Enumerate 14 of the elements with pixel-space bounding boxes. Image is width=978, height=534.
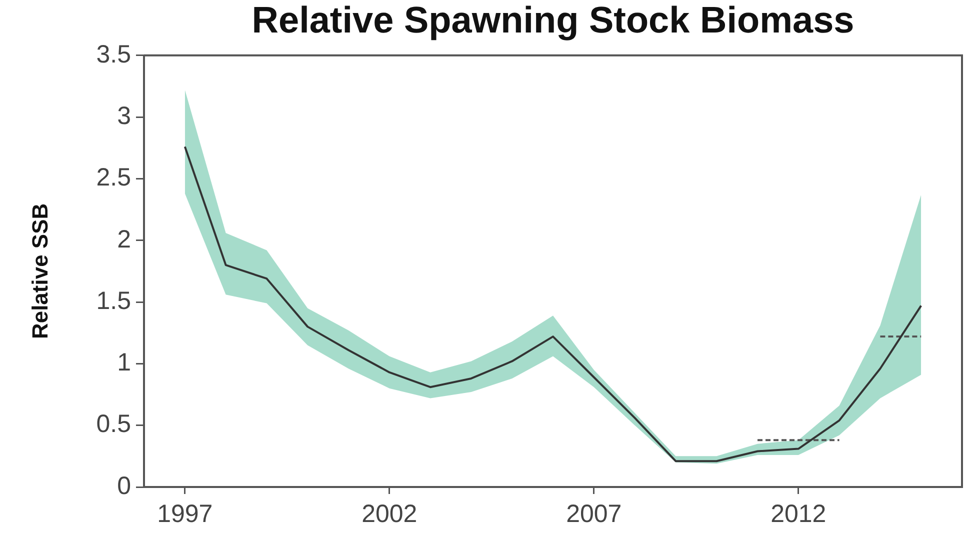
x-tick-label: 1997	[157, 500, 213, 528]
y-tick-label: 3	[117, 102, 131, 130]
x-tick-label: 2002	[362, 500, 418, 528]
y-tick-label: 3.5	[96, 40, 131, 68]
y-tick-label: 1.5	[96, 286, 131, 315]
chart-title: Relative Spawning Stock Biomass	[252, 0, 854, 40]
y-tick-label: 1	[117, 348, 131, 377]
y-tick-label: 2.5	[96, 164, 131, 192]
y-tick-label: 2	[117, 225, 131, 254]
x-tick-label: 2012	[770, 500, 826, 528]
y-tick-label: 0.5	[96, 410, 131, 438]
y-tick-label: 0	[117, 472, 131, 500]
x-tick-label: 2007	[566, 500, 622, 528]
y-axis-title: Relative SSB	[27, 203, 52, 340]
